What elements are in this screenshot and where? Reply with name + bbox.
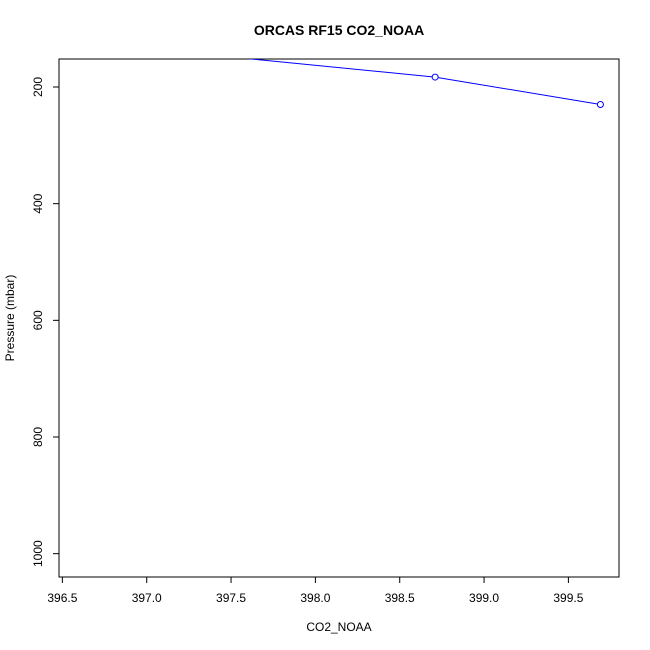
x-axis-label: CO2_NOAA	[306, 620, 371, 634]
plot-area-frame	[58, 58, 620, 578]
x-tick-label: 398.0	[300, 591, 330, 605]
y-tick-label: 800	[31, 427, 45, 447]
x-tick-label: 399.0	[469, 591, 499, 605]
chart-title: ORCAS RF15 CO2_NOAA	[254, 22, 424, 38]
y-tick-label: 400	[31, 193, 45, 213]
x-tick-label: 397.0	[132, 591, 162, 605]
x-tick-label: 399.5	[553, 591, 583, 605]
y-tick-label: 600	[31, 310, 45, 330]
series-layer	[246, 59, 604, 108]
series-line	[246, 59, 601, 105]
x-tick-label: 396.5	[47, 591, 77, 605]
x-tick-label: 398.5	[385, 591, 415, 605]
y-tick-label: 1000	[31, 540, 45, 567]
x-axis: 396.5 397.0 397.5 398.0 398.5 399.0 399.5	[47, 576, 584, 605]
y-axis-label: Pressure (mbar)	[3, 275, 17, 362]
data-point	[431, 73, 439, 81]
x-tick-label: 397.5	[216, 591, 246, 605]
data-point	[596, 101, 604, 108]
y-tick-label: 200	[31, 77, 45, 97]
y-axis: 200 400 600 800 1000	[31, 77, 60, 567]
